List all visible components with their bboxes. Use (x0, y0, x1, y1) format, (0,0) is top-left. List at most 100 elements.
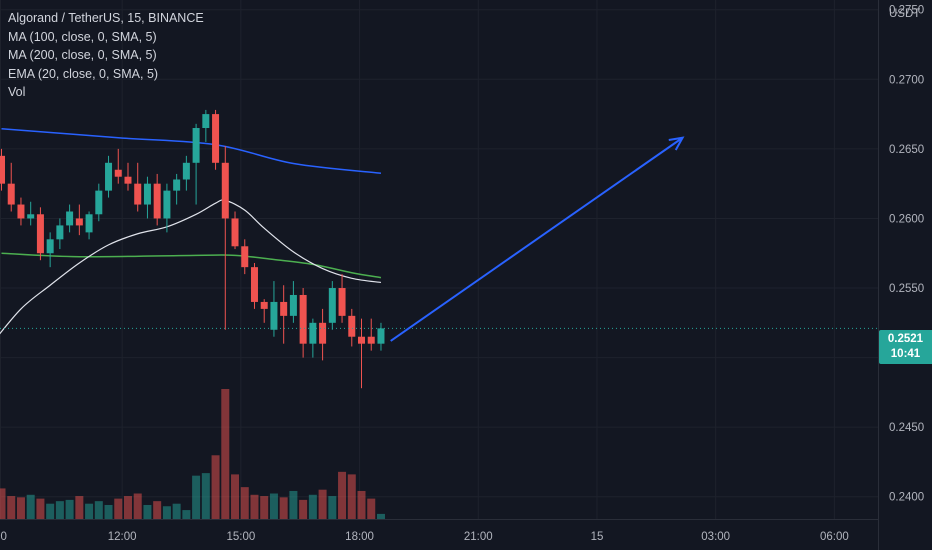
candle-body (338, 288, 346, 316)
volume-bar (26, 494, 35, 519)
price-tick-label: 0.2650 (889, 144, 924, 156)
candle-body (182, 162, 190, 180)
candle-body (270, 301, 278, 330)
volume-bar (250, 494, 259, 519)
volume-bar (46, 503, 55, 519)
trend-arrow[interactable] (390, 136, 685, 342)
volume-bar (16, 497, 25, 519)
volume-bar (231, 474, 240, 519)
chart-legend: Algorand / TetherUS, 15, BINANCE MA (100… (8, 9, 204, 102)
arrow-head (668, 136, 685, 151)
legend-ema20[interactable]: EMA (20, close, 0, SMA, 5) (8, 66, 159, 81)
time-axis[interactable]: 00 12:00 15:00 18:00 21:00 15 03:00 06:00 (0, 531, 849, 543)
volume-bar (123, 496, 132, 519)
time-tick-label: 21:00 (464, 531, 493, 543)
candle-body (66, 211, 74, 226)
candle-body (105, 162, 113, 191)
volume-bar (94, 501, 103, 519)
bar-countdown: 10:41 (890, 348, 921, 360)
candle-body (46, 239, 54, 254)
candle-body (212, 114, 220, 163)
price-axis-currency: USDT (889, 8, 921, 20)
volume-bar (347, 474, 356, 519)
price-tick-label: 0.2550 (889, 283, 924, 295)
candle-body (124, 176, 132, 184)
volume-bar (338, 471, 347, 519)
volume-bar (279, 497, 288, 519)
candle-body (163, 190, 171, 219)
volume-bar (328, 496, 337, 519)
last-price-tag: 0.2521 10:41 (879, 330, 932, 364)
volume-bar (357, 490, 366, 519)
candle-body (7, 183, 15, 205)
candlesticks (0, 109, 385, 389)
volume-bar (133, 493, 142, 519)
volume-bar (162, 506, 171, 519)
candle-body (358, 336, 366, 344)
volume-bar (65, 499, 74, 519)
candle-body (367, 336, 375, 344)
volume-bar (143, 504, 152, 519)
candle-body (348, 315, 356, 337)
legend-volume[interactable]: Vol (8, 85, 26, 99)
candle-body (95, 190, 103, 215)
volume-bar (211, 455, 220, 519)
volume-bar (201, 473, 210, 519)
ma200-line (1, 252, 382, 279)
candle-body (299, 294, 307, 344)
volume-bar (0, 488, 6, 519)
volume-bar (75, 496, 84, 519)
price-axis[interactable]: 0.27500.27000.26500.26000.25500.25000.24… (889, 5, 924, 504)
volume-bar (299, 499, 308, 519)
candle-body (202, 114, 210, 129)
candle-body (250, 267, 258, 302)
volume-bar (192, 475, 201, 519)
candle-body (319, 322, 327, 344)
price-tick-label: 0.2600 (889, 213, 924, 225)
volume-bar (104, 504, 113, 519)
candle-body (289, 294, 297, 316)
candle-body (17, 204, 25, 219)
price-tick-label: 0.2450 (889, 422, 924, 434)
candle-body (75, 218, 83, 226)
volume-bar (221, 389, 230, 519)
candle-body (231, 218, 239, 247)
candle-body (328, 288, 336, 323)
volume-bar (367, 498, 376, 519)
candle-body (27, 214, 35, 219)
time-tick-label: 15:00 (226, 531, 255, 543)
price-tick-label: 0.2750 (889, 5, 924, 17)
volume-bar (308, 494, 317, 519)
candle-body (173, 179, 181, 191)
candle-body (36, 214, 44, 254)
volume-bar (85, 503, 94, 519)
candle-body (134, 183, 142, 205)
volume-bar (182, 510, 191, 519)
time-tick-label: 18:00 (345, 531, 374, 543)
volume-bar (260, 496, 269, 519)
price-tick-label: 0.2400 (889, 492, 924, 504)
candle-body (153, 183, 161, 219)
candle-body (241, 246, 249, 268)
legend-ma200[interactable]: MA (200, close, 0, SMA, 5) (8, 48, 157, 62)
volume-bar (36, 498, 45, 519)
volume-bar (289, 490, 298, 519)
arrow-shaft (390, 136, 684, 342)
legend-title: Algorand / TetherUS, 15, BINANCE (8, 11, 204, 25)
time-tick-label: 03:00 (701, 531, 730, 543)
volume-bar (172, 503, 181, 519)
volume-bar (55, 501, 64, 519)
candle-body (143, 183, 151, 205)
volume-bar (114, 498, 123, 519)
volume-bar (240, 487, 249, 519)
price-tick-label: 0.2700 (889, 74, 924, 86)
candle-body (192, 128, 200, 163)
last-price-value: 0.2521 (887, 333, 924, 345)
time-tick-label: 06:00 (820, 531, 849, 543)
volume-bar (269, 493, 278, 519)
volume-bar (318, 489, 327, 519)
legend-ma100[interactable]: MA (100, close, 0, SMA, 5) (8, 29, 157, 44)
candle-body (85, 214, 93, 233)
volume-bar (376, 513, 385, 519)
